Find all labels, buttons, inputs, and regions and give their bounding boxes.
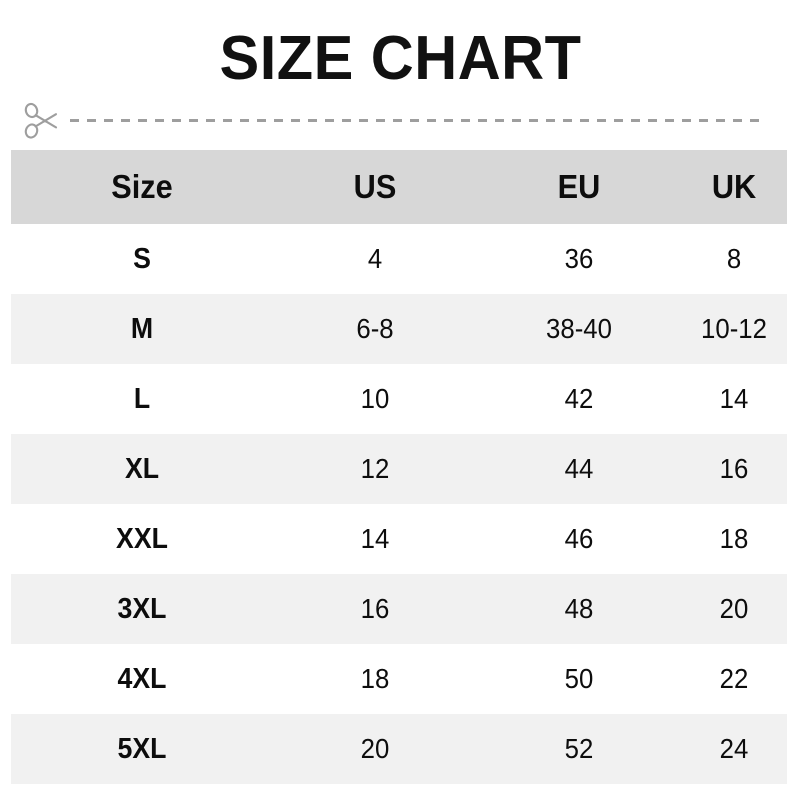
cell-size: S	[133, 243, 151, 275]
cell-eu: 52	[564, 733, 594, 764]
cell-us: 18	[360, 663, 390, 694]
cell-uk: 18	[719, 523, 749, 554]
column-header-us: US	[353, 168, 397, 205]
cell-eu: 38-40	[546, 313, 612, 344]
cell-size: 3XL	[117, 593, 167, 625]
cell-uk: 14	[719, 383, 749, 414]
cell-uk: 20	[719, 593, 749, 624]
table-row: S 4 36 8	[11, 224, 787, 294]
cell-us: 16	[360, 593, 390, 624]
cell-eu: 44	[564, 453, 594, 484]
table-body: S 4 36 8 M 6-8 38-40 10-12 L 10 42 14 XL…	[11, 224, 787, 784]
cell-us: 6-8	[356, 313, 394, 344]
cut-line	[22, 100, 778, 142]
cell-us: 20	[360, 733, 390, 764]
page-title: SIZE CHART	[219, 24, 581, 93]
cell-us: 14	[360, 523, 390, 554]
table-row: M 6-8 38-40 10-12	[11, 294, 787, 364]
table-row: XL 12 44 16	[11, 434, 787, 504]
table-row: XXL 14 46 18	[11, 504, 787, 574]
cell-size: XXL	[116, 523, 168, 555]
column-header-uk: UK	[711, 168, 757, 205]
table-row: L 10 42 14	[11, 364, 787, 434]
column-header-eu: EU	[557, 168, 601, 205]
cell-size: L	[133, 383, 151, 415]
dashed-cut-line	[70, 119, 766, 122]
cell-eu: 50	[564, 663, 594, 694]
cell-eu: 46	[564, 523, 594, 554]
table-row: 3XL 16 48 20	[11, 574, 787, 644]
cell-eu: 36	[564, 243, 594, 274]
page-title-container: SIZE CHART	[0, 26, 800, 92]
cell-size: XL	[124, 453, 160, 485]
size-chart-table: Size US EU UK S 4 36 8 M 6-8 38-40 10-12…	[11, 150, 787, 784]
cell-size: 5XL	[117, 733, 167, 765]
cell-uk: 22	[719, 663, 749, 694]
cell-uk: 10-12	[701, 313, 767, 344]
cell-eu: 42	[564, 383, 594, 414]
table-header-row: Size US EU UK	[11, 150, 787, 224]
cell-us: 4	[367, 243, 383, 274]
cell-us: 12	[360, 453, 390, 484]
column-header-size: Size	[111, 168, 173, 205]
cell-uk: 16	[719, 453, 749, 484]
cell-uk: 8	[726, 243, 742, 274]
table-row: 5XL 20 52 24	[11, 714, 787, 784]
scissors-icon	[22, 100, 68, 142]
cell-uk: 24	[719, 733, 749, 764]
cell-us: 10	[360, 383, 390, 414]
cell-size: M	[130, 313, 154, 345]
cell-size: 4XL	[117, 663, 167, 695]
table-row: 4XL 18 50 22	[11, 644, 787, 714]
cell-eu: 48	[564, 593, 594, 624]
